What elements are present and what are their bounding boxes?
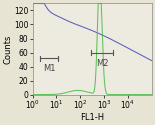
Y-axis label: Counts: Counts <box>3 34 12 64</box>
X-axis label: FL1-H: FL1-H <box>80 112 104 122</box>
Text: M1: M1 <box>43 64 55 74</box>
Text: M2: M2 <box>96 59 109 68</box>
